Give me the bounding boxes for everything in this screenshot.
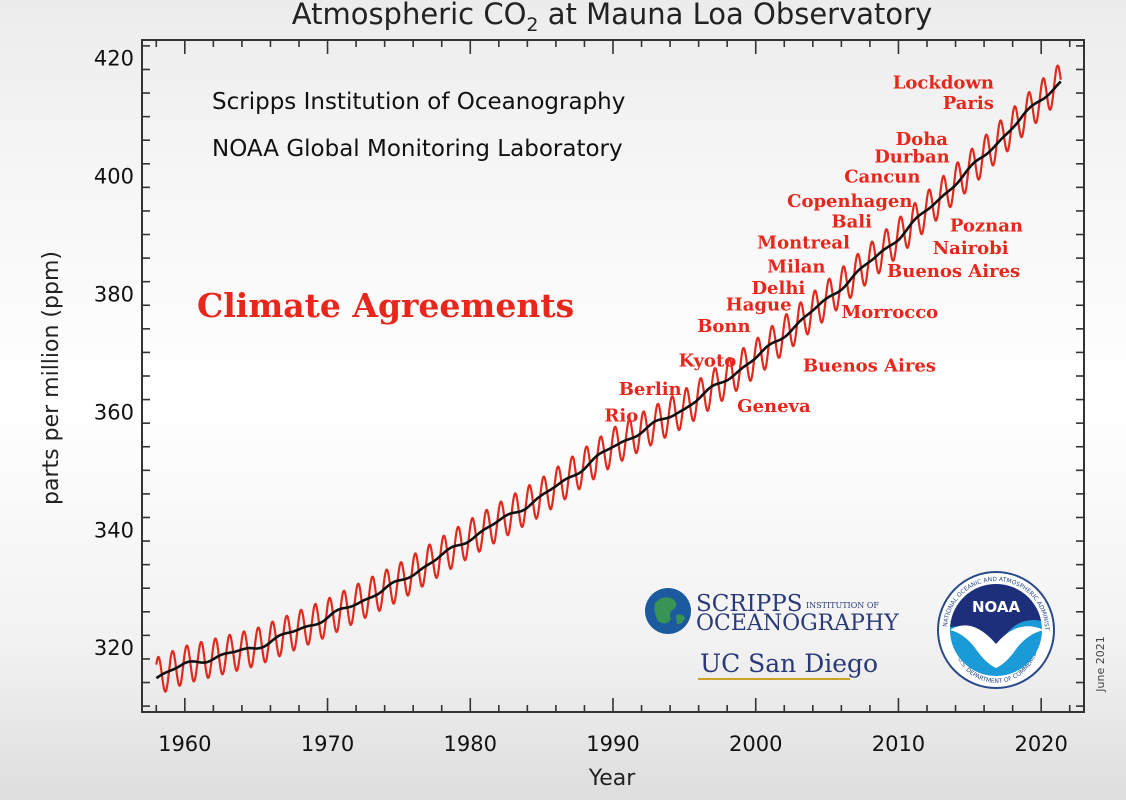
x-axis-label: Year: [588, 766, 637, 791]
trend-series-line: [155, 80, 1062, 680]
conference-label: Hague: [726, 295, 792, 316]
x-tick-label: 2010: [872, 732, 925, 756]
conference-label: Poznan: [950, 216, 1023, 237]
conference-label: Berlin: [619, 379, 682, 400]
conference-label: Rio: [604, 405, 638, 426]
axis-tick-labels: 1960 1970 1980 1990 2000 2010 2020 320 340 360 380…: [94, 47, 1068, 756]
scripps-logo-text: SCRIPPS: [696, 591, 802, 617]
x-tick-label: 2000: [729, 732, 782, 756]
x-tick-label: 2020: [1014, 732, 1067, 756]
axis-ticks: [142, 40, 1084, 712]
conference-label: Kyoto: [679, 351, 737, 372]
y-axis-label: parts per million (ppm): [39, 251, 64, 505]
seasonal-series-line: [155, 64, 1062, 693]
climate-agreements-label: Climate Agreements: [197, 286, 574, 325]
ucsd-logo-text: UC San Diego: [700, 649, 878, 678]
conference-label: Geneva: [737, 396, 811, 417]
conference-label: Delhi: [751, 278, 805, 299]
date-note: June 2021: [1094, 636, 1107, 692]
conference-label: Paris: [943, 93, 994, 114]
conference-label: Montreal: [757, 233, 850, 254]
x-tick-label: 1960: [158, 732, 211, 756]
y-tick-label: 400: [94, 165, 134, 189]
conference-label: Morrocco: [841, 302, 938, 323]
conference-label: Buenos Aires: [803, 355, 936, 376]
institution-noaa: NOAA Global Monitoring Laboratory: [212, 136, 623, 162]
y-tick-label: 360: [94, 400, 134, 424]
conference-annotations: Rio Berlin Kyoto BonnHagueDelhiMilanMontrea…: [604, 72, 1023, 426]
conference-label: Milan: [767, 256, 825, 277]
y-tick-label: 340: [94, 518, 134, 542]
conference-label: Durban: [874, 147, 950, 168]
x-tick-label: 1990: [586, 732, 639, 756]
x-tick-label: 1970: [301, 732, 354, 756]
conference-label: Doha: [896, 129, 949, 150]
noaa-logo-text: NOAA: [972, 598, 1021, 616]
chart-title: Atmospheric CO2 at Mauna Loa Observatory: [292, 0, 933, 36]
conference-label: Lockdown: [893, 72, 994, 93]
x-tick-label: 1980: [444, 732, 497, 756]
oceanography-logo-text: OCEANOGRAPHY: [696, 611, 899, 636]
conference-label: Buenos Aires: [887, 261, 1020, 282]
conference-label: Nairobi: [933, 238, 1009, 259]
conference-label: Cancun: [844, 167, 920, 188]
conference-label: Bonn: [697, 316, 750, 337]
y-tick-label: 320: [94, 636, 134, 660]
y-tick-label: 380: [94, 282, 134, 306]
scripps-logo: SCRIPPS INSTITUTION OF OCEANOGRAPHY UC S…: [645, 588, 899, 680]
y-tick-label: 420: [94, 47, 134, 71]
institution-scripps: Scripps Institution of Oceanography: [212, 89, 625, 115]
scripps-logo-small: INSTITUTION OF: [806, 601, 879, 610]
conference-label: Copenhagen: [787, 191, 912, 212]
conference-label: Bali: [831, 211, 872, 232]
